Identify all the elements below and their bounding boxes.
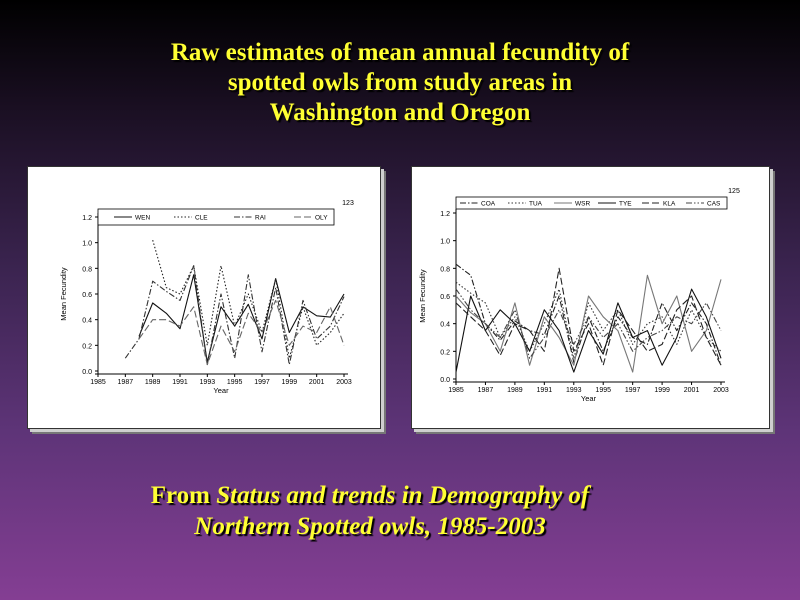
y-tick-label: 0.6 <box>82 292 92 299</box>
caption-line-2: Northern Spotted owls, 1985-2003 <box>0 511 740 542</box>
legend-label-rai: RAI <box>255 215 266 222</box>
caption-title-part-1: Status and trends in Demography of <box>216 482 590 509</box>
y-tick-label: 0.4 <box>82 318 92 325</box>
legend-label-tua: TUA <box>529 201 543 208</box>
series-line-wsr <box>455 274 722 373</box>
legend-label-oly: OLY <box>315 215 328 222</box>
y-axis-label: Mean Fecundity <box>418 269 427 323</box>
y-tick-label: 0.2 <box>440 349 450 356</box>
x-tick-label: 1991 <box>537 387 553 394</box>
x-axis-label: Year <box>581 394 597 403</box>
x-tick-label: 1993 <box>566 387 582 394</box>
legend-label-wen: WEN <box>135 215 150 222</box>
series-line-coa <box>455 263 722 366</box>
y-tick-label: 0.0 <box>440 377 450 384</box>
fecundity-chart-oregon: 0.0 0.2 0.4 0.6 0.8 1.0 1.2 1985 1987 1989 1991 199… <box>418 188 740 403</box>
y-tick-label: 1.2 <box>82 215 92 222</box>
chart-panel-oregon: 0.0 0.2 0.4 0.6 0.8 1.0 1.2 1985 1987 1989 1991 199… <box>411 166 770 429</box>
y-axis-label: Mean Fecundity <box>59 267 68 321</box>
x-tick-label: 1999 <box>282 379 298 386</box>
legend-label-kla: KLA <box>663 201 676 208</box>
title-line-1: Raw estimates of mean annual fecundity o… <box>170 39 630 66</box>
legend-box <box>97 208 335 226</box>
x-tick-label: 2003 <box>336 379 352 386</box>
x-tick-label: 1987 <box>478 387 494 394</box>
legend-label-coa: COA <box>481 201 496 208</box>
series-line-tua <box>455 281 722 359</box>
x-tick-label: 1985 <box>448 387 464 394</box>
caption-line-1: From Status and trends in Demography of <box>0 480 740 511</box>
y-tick-label: 1.0 <box>82 241 92 248</box>
fecundity-chart-washington: 0.0 0.2 0.4 0.6 0.8 1.0 1.2 1985 1987 1989 1991 199… <box>59 200 354 395</box>
x-tick-label: 1997 <box>254 379 270 386</box>
series-line-tye <box>455 288 722 373</box>
x-tick-label: 1985 <box>90 379 106 386</box>
y-tick-label: 0.2 <box>82 343 92 350</box>
legend-label-wsr: WSR <box>575 201 590 208</box>
title-line-3: Washington and Oregon <box>269 99 531 126</box>
chart-panel-washington: 0.0 0.2 0.4 0.6 0.8 1.0 1.2 1985 1987 1989 1991 199… <box>27 166 381 429</box>
panel-number: 123 <box>342 200 354 207</box>
y-tick-label: 0.8 <box>82 266 92 273</box>
y-tick-label: 0.4 <box>440 322 450 329</box>
x-tick-label: 2003 <box>713 387 729 394</box>
x-tick-label: 1995 <box>227 379 243 386</box>
x-axis-label: Year <box>213 386 229 395</box>
x-tick-label: 1997 <box>625 387 641 394</box>
legend-label-cas: CAS <box>707 201 721 208</box>
x-tick-label: 1995 <box>595 387 611 394</box>
legend-box <box>455 196 728 210</box>
x-tick-label: 1999 <box>654 387 670 394</box>
y-tick-label: 0.6 <box>440 294 450 301</box>
caption-title-part-2: Northern Spotted owls, 1985-2003 <box>194 513 546 540</box>
x-tick-label: 1989 <box>145 379 161 386</box>
title-line-2: spotted owls from study areas in <box>227 69 573 96</box>
x-tick-label: 2001 <box>309 379 325 386</box>
caption-prefix: From <box>150 482 217 509</box>
y-tick-label: 0.8 <box>440 266 450 273</box>
x-tick-label: 2001 <box>684 387 700 394</box>
series-line-rai <box>124 265 345 366</box>
slide-title: Raw estimates of mean annual fecundity o… <box>0 38 800 128</box>
x-tick-label: 1987 <box>118 379 134 386</box>
series-line-cas <box>455 288 722 359</box>
source-caption: From Status and trends in Demography of … <box>0 480 740 542</box>
series-line-kla <box>455 267 722 366</box>
x-tick-label: 1991 <box>172 379 188 386</box>
legend-label-tye: TYE <box>619 201 632 208</box>
panel-number: 125 <box>728 188 740 195</box>
x-tick-label: 1989 <box>507 387 523 394</box>
series-line-cle <box>152 239 345 359</box>
y-tick-label: 1.2 <box>440 211 450 218</box>
x-tick-label: 1993 <box>200 379 216 386</box>
y-tick-label: 0.0 <box>82 369 92 376</box>
legend-label-cle: CLE <box>195 215 208 222</box>
y-tick-label: 1.0 <box>440 239 450 246</box>
series-line-oly <box>138 299 345 366</box>
